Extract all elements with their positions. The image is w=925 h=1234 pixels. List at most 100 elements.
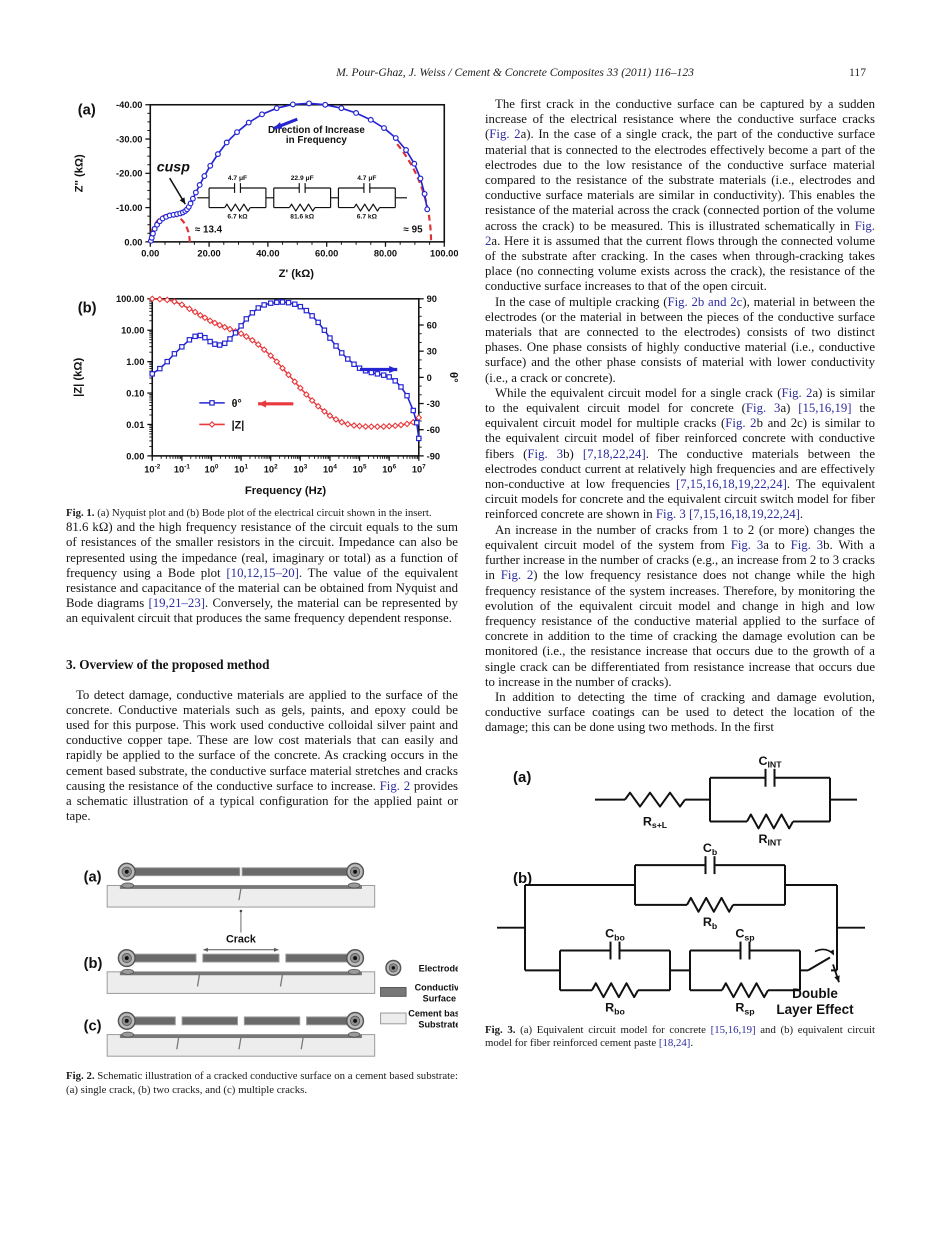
fig3-caption: Fig. 3. (a) Equivalent circuit model for… [485, 1023, 875, 1049]
svg-text:Direction of Increase: Direction of Increase [268, 125, 365, 136]
svg-text:Rsp: Rsp [735, 1000, 754, 1016]
citation-link[interactable]: Fig. 3 [730, 537, 764, 552]
svg-text:Frequency (Hz): Frequency (Hz) [245, 485, 327, 497]
citation-link[interactable]: Fig. 3 [7,15,16,18,19,22,24] [655, 507, 800, 522]
paragraph: The first crack in the conductive surfac… [485, 97, 875, 294]
fig2-crack-schematic: (a) (b) (c) Crack Electrode ConductiveSurface… [84, 863, 458, 1058]
svg-text:100: 100 [205, 464, 219, 475]
citation-link[interactable]: Fig. 2 [485, 218, 875, 248]
citation-link[interactable]: [10,12,15–20] [226, 565, 299, 580]
svg-text:20.00: 20.00 [197, 249, 220, 259]
svg-text:60: 60 [427, 320, 437, 330]
running-head: M. Pour-Ghaz, J. Weiss / Cement & Concre… [336, 66, 694, 79]
citation-link[interactable]: [19,21–23] [148, 596, 205, 611]
svg-text:Z'' (kΩ): Z'' (kΩ) [74, 154, 86, 192]
svg-text:Crack: Crack [226, 934, 256, 946]
svg-text:90: 90 [427, 294, 437, 304]
svg-text:100.00: 100.00 [116, 294, 144, 304]
paragraph: An increase in the number of cracks from… [485, 522, 876, 689]
left-column: 0.00 20.00 40.00 60.00 80.00 100.00 0.00 -10.00… [66, 93, 458, 1097]
svg-text:-40.00: -40.00 [116, 100, 142, 110]
fig2-caption: Fig. 2. Schematic illustration of a crac… [66, 1070, 458, 1096]
svg-text:|Z|: |Z| [232, 419, 245, 431]
citation-link[interactable]: Fig. 2 [781, 385, 813, 400]
svg-text:Layer Effect: Layer Effect [776, 1002, 854, 1017]
paragraph: In the case of multiple cracking (Fig. 2… [485, 294, 875, 385]
svg-text:-90: -90 [427, 451, 440, 461]
svg-text:Double: Double [792, 986, 838, 1001]
svg-text:100.00: 100.00 [430, 249, 458, 259]
svg-text:0.00: 0.00 [124, 237, 142, 247]
citation-link[interactable]: [15,16,19] [710, 1023, 756, 1036]
svg-text:60.00: 60.00 [315, 249, 338, 259]
svg-text:Surface: Surface [423, 994, 456, 1004]
right-column: The first crack in the conductive surfac… [485, 97, 875, 1050]
svg-text:≈ 13.4: ≈ 13.4 [195, 224, 223, 235]
citation-link[interactable]: Fig. 3 [790, 537, 824, 552]
svg-text:4.7 μF: 4.7 μF [228, 175, 247, 182]
citation-link[interactable]: Fig. 2 [500, 568, 534, 583]
citation-link[interactable]: [18,24] [658, 1036, 691, 1049]
svg-text:Cb: Cb [703, 841, 717, 857]
svg-text:81.6 kΩ: 81.6 kΩ [290, 214, 315, 221]
svg-text:40.00: 40.00 [256, 249, 279, 259]
svg-text:0.00: 0.00 [126, 451, 144, 461]
svg-text:10-1: 10-1 [174, 464, 190, 475]
svg-text:-10.00: -10.00 [116, 203, 142, 213]
paragraph: In addition to detecting the time of cra… [485, 689, 875, 735]
svg-text:(c): (c) [84, 1019, 102, 1035]
svg-text:-20.00: -20.00 [116, 169, 142, 179]
svg-text:Substrate: Substrate [418, 1020, 458, 1030]
svg-text:Rs+L: Rs+L [643, 814, 668, 830]
svg-text:22.9 μF: 22.9 μF [291, 175, 314, 182]
svg-text:(a): (a) [84, 870, 102, 886]
citation-link[interactable]: Fig. 2 [489, 127, 521, 142]
citation-link[interactable]: Fig. 3 [745, 401, 781, 416]
citation-link[interactable]: Fig. 2 [379, 778, 411, 793]
citation-link[interactable]: [7,18,22,24] [582, 446, 646, 461]
section-paragraph: To detect damage, conductive materials a… [66, 687, 458, 824]
svg-text:4.7 μF: 4.7 μF [357, 175, 376, 182]
citation-link[interactable]: [15,16,19] [798, 401, 852, 416]
svg-text:30: 30 [427, 347, 437, 357]
svg-text:1.00: 1.00 [126, 357, 144, 367]
svg-text:Cbo: Cbo [605, 926, 625, 942]
svg-text:-30: -30 [427, 399, 440, 409]
svg-text:6.7 kΩ: 6.7 kΩ [227, 214, 248, 221]
svg-text:Rbo: Rbo [605, 1000, 625, 1016]
svg-text:10-2: 10-2 [144, 464, 160, 475]
fig3-equivalent-circuits: (a) Rs+L CINT RINT (b) Cb Rb Cbo Rbo Csp Rsp Double… [497, 753, 865, 1017]
citation-link[interactable]: [7,15,16,18,19,22,24] [675, 477, 787, 492]
citation-link[interactable]: Fig. 2b and 2c [667, 294, 743, 309]
svg-text:θ°: θ° [447, 372, 458, 383]
svg-text:-60: -60 [427, 425, 440, 435]
svg-text:102: 102 [264, 464, 278, 475]
svg-text:0.01: 0.01 [126, 420, 144, 430]
page-header: M. Pour-Ghaz, J. Weiss / Cement & Concre… [0, 66, 925, 86]
svg-text:101: 101 [234, 464, 248, 475]
svg-text:Z' (kΩ): Z' (kΩ) [279, 268, 315, 280]
svg-text:RINT: RINT [758, 831, 782, 847]
section-heading: 3. Overview of the proposed method [66, 656, 270, 672]
svg-text:(b): (b) [84, 956, 103, 972]
svg-text:(a): (a) [78, 103, 96, 119]
svg-text:106: 106 [382, 464, 396, 475]
svg-text:(a): (a) [513, 768, 531, 785]
svg-text:Cement based: Cement based [408, 1009, 458, 1019]
svg-text:in Frequency: in Frequency [286, 135, 347, 146]
svg-text:6.7 kΩ: 6.7 kΩ [357, 214, 378, 221]
svg-text:(b): (b) [78, 301, 97, 317]
citation-link[interactable]: Fig. 2 [725, 416, 757, 431]
fig1a-nyquist-plot: 0.00 20.00 40.00 60.00 80.00 100.00 0.00 -10.00… [74, 100, 458, 280]
svg-text:103: 103 [293, 464, 307, 475]
svg-text:107: 107 [412, 464, 426, 475]
svg-text:Csp: Csp [735, 926, 754, 942]
svg-text:CINT: CINT [758, 753, 782, 769]
svg-text:Conductive: Conductive [415, 983, 458, 993]
fig1b-bode-plot: 100.00 10.00 1.00 0.10 0.01 0.00 90 60 30 0 -30 -60… [73, 294, 458, 497]
page-number: 117 [849, 66, 866, 79]
svg-text:10.00: 10.00 [121, 326, 144, 336]
svg-text:-30.00: -30.00 [116, 134, 142, 144]
citation-link[interactable]: Fig. 3 [527, 446, 564, 461]
